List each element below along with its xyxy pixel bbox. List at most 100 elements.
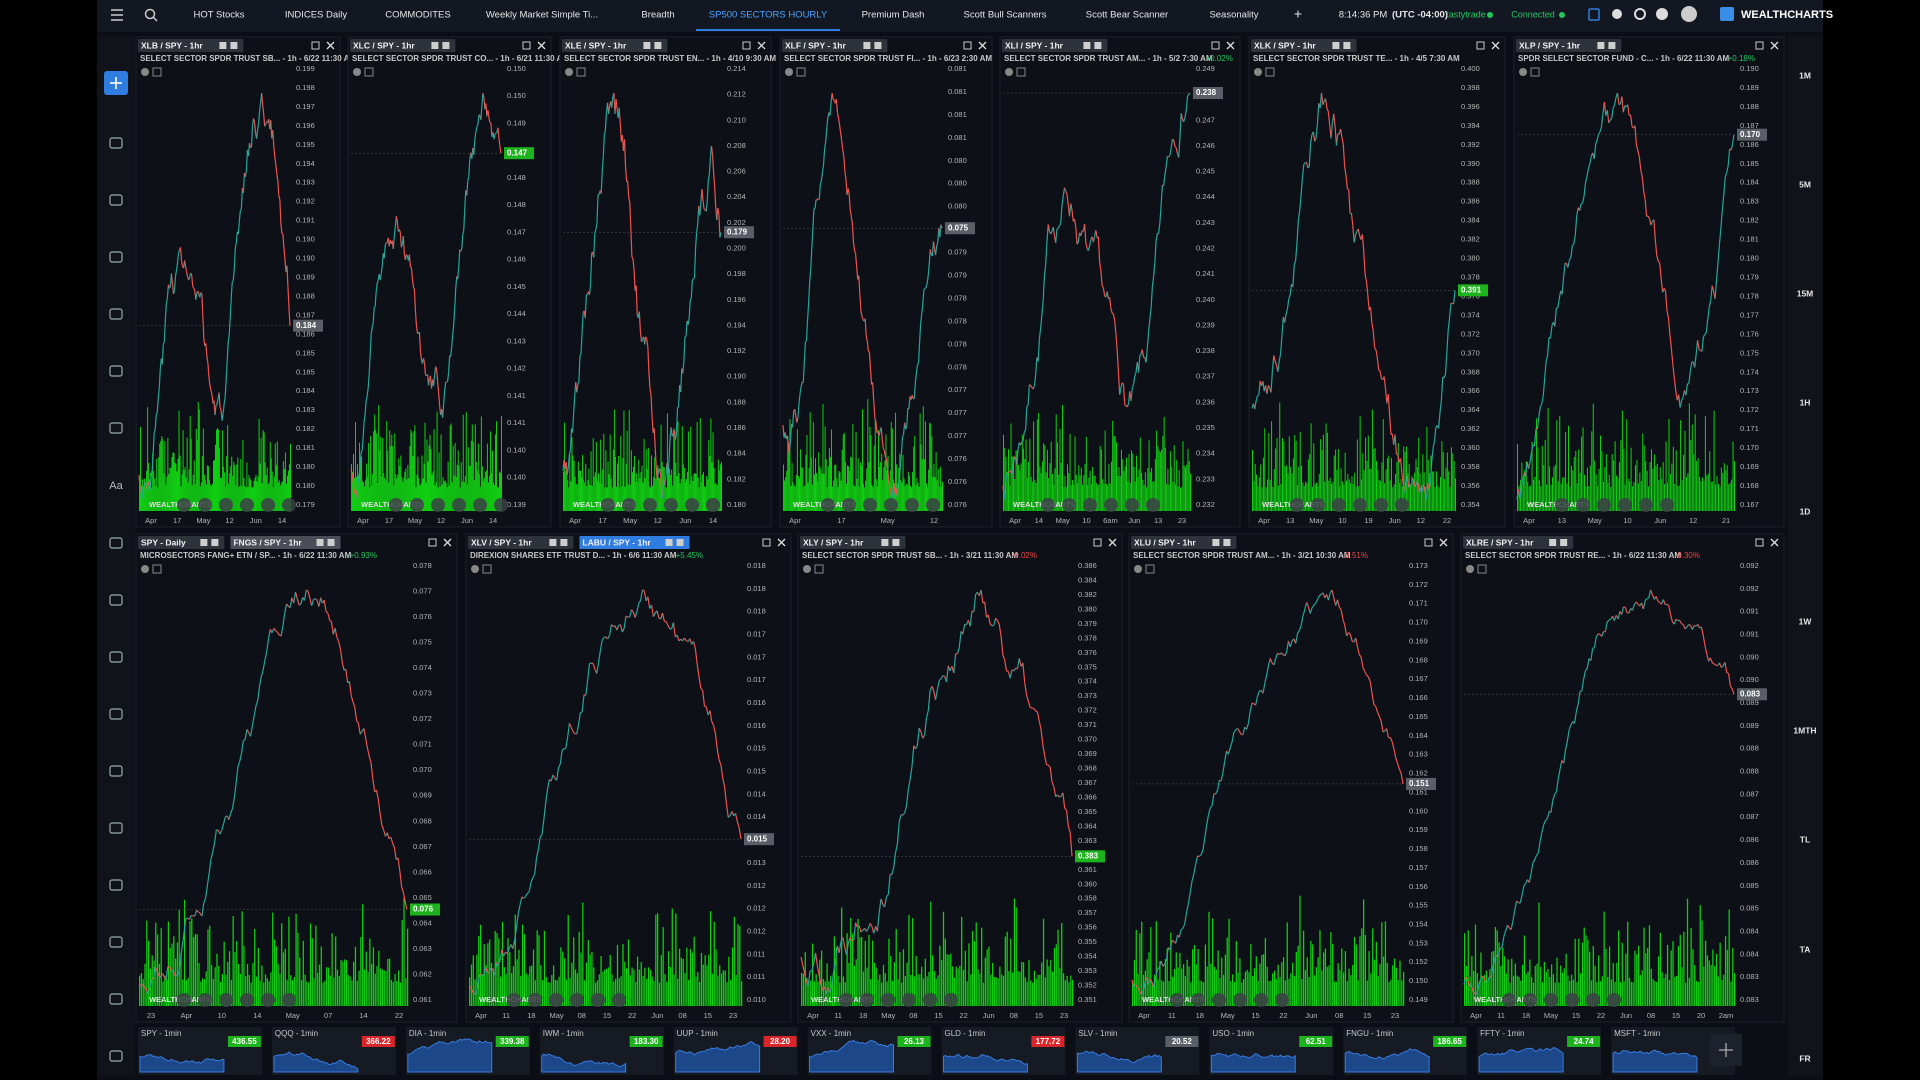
chart-tab[interactable] — [350, 39, 456, 52]
maximize-button[interactable] — [1476, 41, 1485, 50]
chart-nav-button[interactable] — [860, 993, 874, 1007]
chart-tab[interactable] — [1251, 39, 1357, 52]
close-button[interactable] — [1108, 538, 1117, 547]
add-indicator-icon[interactable] — [1265, 67, 1275, 77]
maximize-button[interactable] — [742, 41, 751, 50]
chart-nav-button[interactable] — [884, 498, 898, 512]
chart-nav-button[interactable] — [622, 498, 636, 512]
maximize-button[interactable] — [1093, 538, 1102, 547]
chart-nav-button[interactable] — [452, 498, 466, 512]
nav-tab[interactable]: COMMODITES — [385, 10, 450, 21]
chart-nav-button[interactable] — [1395, 498, 1409, 512]
chart-nav-button[interactable] — [923, 993, 937, 1007]
close-button[interactable] — [1770, 41, 1779, 50]
chart-nav-button[interactable] — [706, 498, 720, 512]
chart-tab[interactable] — [138, 39, 244, 52]
chart-nav-button[interactable] — [1290, 498, 1304, 512]
close-button[interactable] — [978, 41, 987, 50]
settings-icon[interactable] — [1519, 68, 1527, 76]
maximize-button[interactable] — [428, 538, 437, 547]
chart-nav-button[interactable] — [1212, 993, 1226, 1007]
chart-nav-button[interactable] — [473, 498, 487, 512]
nav-tab[interactable]: Breadth — [641, 10, 674, 21]
tool-icon[interactable] — [109, 936, 123, 948]
timeframe-button[interactable]: FR — [1799, 1053, 1810, 1063]
chart-nav-button[interactable] — [1233, 993, 1247, 1007]
chart-nav-button[interactable] — [282, 993, 296, 1007]
settings-icon[interactable] — [141, 68, 149, 76]
nav-tab[interactable]: HOT Stocks — [193, 10, 244, 21]
chart-nav-button[interactable] — [389, 498, 403, 512]
maximize-button[interactable] — [1755, 41, 1764, 50]
chart-nav-button[interactable] — [685, 498, 699, 512]
tool-icon[interactable] — [109, 137, 123, 149]
chart-nav-button[interactable] — [1353, 498, 1367, 512]
tool-icon[interactable] — [109, 879, 123, 891]
timeframe-button[interactable]: 1W — [1799, 616, 1813, 626]
nav-tab[interactable]: Weekly Market Simple Ti... — [486, 10, 598, 21]
tool-icon[interactable] — [109, 537, 123, 549]
chart-nav-button[interactable] — [881, 993, 895, 1007]
add-indicator-icon[interactable] — [1477, 564, 1487, 574]
chart-nav-button[interactable] — [1639, 498, 1653, 512]
close-button[interactable] — [1226, 41, 1235, 50]
nav-tab[interactable]: Scott Bull Scanners — [964, 10, 1047, 21]
timeframe-button[interactable]: 1D — [1800, 506, 1811, 516]
chart-tab[interactable] — [800, 536, 906, 549]
settings-icon[interactable] — [141, 565, 149, 573]
menu-icon[interactable] — [111, 9, 123, 21]
chart-nav-button[interactable] — [198, 498, 212, 512]
chart-nav-button[interactable] — [842, 498, 856, 512]
chart-nav-button[interactable] — [261, 498, 275, 512]
tool-icon[interactable] — [109, 993, 123, 1005]
chart-nav-button[interactable] — [1332, 498, 1346, 512]
chart-nav-button[interactable] — [1146, 498, 1160, 512]
chart-nav-button[interactable] — [177, 498, 191, 512]
chart-nav-button[interactable] — [1191, 993, 1205, 1007]
chart-nav-button[interactable] — [664, 498, 678, 512]
tool-icon[interactable] — [109, 594, 123, 606]
settings-icon[interactable] — [353, 68, 361, 76]
maximize-button[interactable] — [762, 538, 771, 547]
settings-icon[interactable] — [471, 565, 479, 573]
close-button[interactable] — [537, 41, 546, 50]
chart-nav-button[interactable] — [1502, 993, 1516, 1007]
chart-nav-button[interactable] — [507, 993, 521, 1007]
settings-icon[interactable] — [1466, 565, 1474, 573]
chart-nav-button[interactable] — [591, 993, 605, 1007]
maximize-button[interactable] — [1755, 538, 1764, 547]
tool-icon[interactable] — [109, 1050, 123, 1062]
chart-nav-button[interactable] — [1597, 498, 1611, 512]
chart-nav-button[interactable] — [902, 993, 916, 1007]
chart-nav-button[interactable] — [601, 498, 615, 512]
chart-nav-button[interactable] — [528, 993, 542, 1007]
chart-tab[interactable] — [1131, 536, 1237, 549]
chart-nav-button[interactable] — [1374, 498, 1388, 512]
chart-tab[interactable] — [468, 536, 574, 549]
chart-nav-button[interactable] — [1586, 993, 1600, 1007]
timeframe-button[interactable]: TA — [1800, 944, 1811, 954]
chart-nav-button[interactable] — [1555, 498, 1569, 512]
chart-nav-button[interactable] — [240, 993, 254, 1007]
timeframe-button[interactable]: TL — [1800, 834, 1810, 844]
nav-tab[interactable]: Seasonality — [1209, 10, 1258, 21]
chart-tab[interactable] — [782, 39, 888, 52]
add-indicator-icon[interactable] — [1145, 564, 1155, 574]
settings-icon[interactable] — [1254, 68, 1262, 76]
chart-nav-button[interactable] — [944, 993, 958, 1007]
add-indicator-icon[interactable] — [576, 67, 586, 77]
tool-icon[interactable] — [109, 308, 123, 320]
close-button[interactable] — [1491, 41, 1500, 50]
timeframe-button[interactable]: 5M — [1799, 179, 1811, 189]
chart-nav-button[interactable] — [1607, 993, 1621, 1007]
tool-icon[interactable] — [109, 765, 123, 777]
chart-nav-button[interactable] — [643, 498, 657, 512]
chart-nav-button[interactable] — [1523, 993, 1537, 1007]
close-button[interactable] — [1770, 538, 1779, 547]
add-indicator-icon[interactable] — [814, 564, 824, 574]
maximize-button[interactable] — [311, 41, 320, 50]
chart-nav-button[interactable] — [863, 498, 877, 512]
close-button[interactable] — [326, 41, 335, 50]
close-button[interactable] — [777, 538, 786, 547]
chart-tab[interactable] — [230, 536, 341, 549]
